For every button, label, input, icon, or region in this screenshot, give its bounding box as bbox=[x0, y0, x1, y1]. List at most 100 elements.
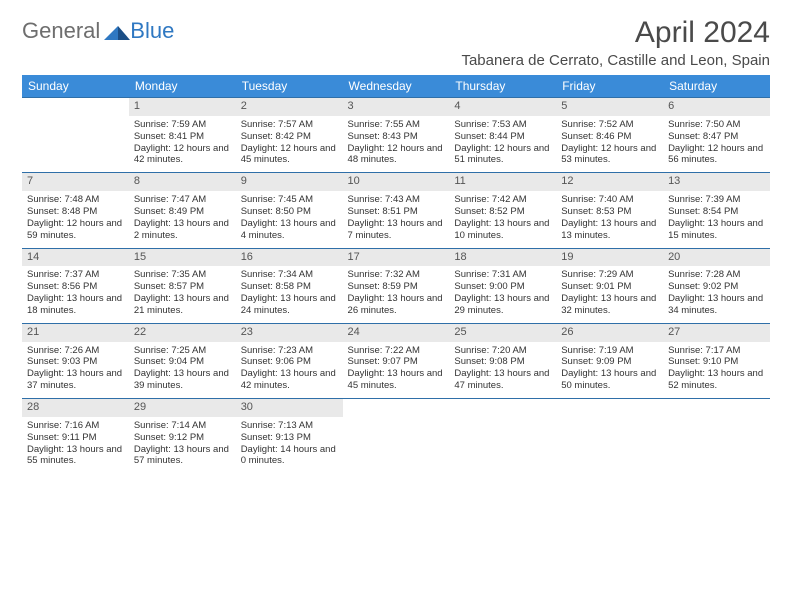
calendar-cell bbox=[556, 399, 663, 474]
sunrise-text: Sunrise: 7:35 AM bbox=[134, 269, 231, 281]
day-number: 28 bbox=[22, 399, 129, 417]
cell-body: Sunrise: 7:37 AMSunset: 8:56 PMDaylight:… bbox=[22, 266, 129, 323]
sunrise-text: Sunrise: 7:39 AM bbox=[668, 194, 765, 206]
calendar-cell: 7Sunrise: 7:48 AMSunset: 8:48 PMDaylight… bbox=[22, 173, 129, 248]
calendar-cell: 5Sunrise: 7:52 AMSunset: 8:46 PMDaylight… bbox=[556, 98, 663, 173]
daylight-text: Daylight: 13 hours and 18 minutes. bbox=[27, 293, 124, 317]
day-number: 13 bbox=[663, 173, 770, 191]
day-number: 22 bbox=[129, 324, 236, 342]
cell-body: Sunrise: 7:28 AMSunset: 9:02 PMDaylight:… bbox=[663, 266, 770, 323]
cell-body: Sunrise: 7:47 AMSunset: 8:49 PMDaylight:… bbox=[129, 191, 236, 248]
calendar-cell: 1Sunrise: 7:59 AMSunset: 8:41 PMDaylight… bbox=[129, 98, 236, 173]
daylight-text: Daylight: 13 hours and 37 minutes. bbox=[27, 368, 124, 392]
sunset-text: Sunset: 9:12 PM bbox=[134, 432, 231, 444]
day-number: 19 bbox=[556, 249, 663, 267]
cell-body: Sunrise: 7:16 AMSunset: 9:11 PMDaylight:… bbox=[22, 417, 129, 474]
sunset-text: Sunset: 9:04 PM bbox=[134, 356, 231, 368]
calendar-cell: 17Sunrise: 7:32 AMSunset: 8:59 PMDayligh… bbox=[343, 248, 450, 323]
daylight-text: Daylight: 14 hours and 0 minutes. bbox=[241, 444, 338, 468]
day-number: 9 bbox=[236, 173, 343, 191]
cell-body: Sunrise: 7:19 AMSunset: 9:09 PMDaylight:… bbox=[556, 342, 663, 399]
daylight-text: Daylight: 13 hours and 29 minutes. bbox=[454, 293, 551, 317]
day-header: Monday bbox=[129, 75, 236, 98]
day-header: Sunday bbox=[22, 75, 129, 98]
sunset-text: Sunset: 8:54 PM bbox=[668, 206, 765, 218]
calendar-cell: 3Sunrise: 7:55 AMSunset: 8:43 PMDaylight… bbox=[343, 98, 450, 173]
month-title: April 2024 bbox=[461, 16, 770, 50]
sunrise-text: Sunrise: 7:25 AM bbox=[134, 345, 231, 357]
calendar-body: 1Sunrise: 7:59 AMSunset: 8:41 PMDaylight… bbox=[22, 98, 770, 474]
header: General Blue April 2024 Tabanera de Cerr… bbox=[22, 16, 770, 69]
day-number: 21 bbox=[22, 324, 129, 342]
sunset-text: Sunset: 8:57 PM bbox=[134, 281, 231, 293]
calendar-cell: 11Sunrise: 7:42 AMSunset: 8:52 PMDayligh… bbox=[449, 173, 556, 248]
sunrise-text: Sunrise: 7:32 AM bbox=[348, 269, 445, 281]
calendar-cell: 27Sunrise: 7:17 AMSunset: 9:10 PMDayligh… bbox=[663, 323, 770, 398]
sunrise-text: Sunrise: 7:57 AM bbox=[241, 119, 338, 131]
cell-body: Sunrise: 7:42 AMSunset: 8:52 PMDaylight:… bbox=[449, 191, 556, 248]
sunrise-text: Sunrise: 7:37 AM bbox=[27, 269, 124, 281]
sunrise-text: Sunrise: 7:22 AM bbox=[348, 345, 445, 357]
day-number bbox=[22, 98, 129, 116]
calendar-cell: 21 Sunrise: 7:26 AMSunset: 9:03 PMDayligh… bbox=[22, 323, 129, 398]
cell-body bbox=[663, 417, 770, 426]
sunset-text: Sunset: 8:43 PM bbox=[348, 131, 445, 143]
day-number: 4 bbox=[449, 98, 556, 116]
daylight-text: Daylight: 12 hours and 56 minutes. bbox=[668, 143, 765, 167]
daylight-text: Daylight: 13 hours and 55 minutes. bbox=[27, 444, 124, 468]
sunset-text: Sunset: 9:10 PM bbox=[668, 356, 765, 368]
daylight-text: Daylight: 13 hours and 7 minutes. bbox=[348, 218, 445, 242]
sunrise-text: Sunrise: 7:40 AM bbox=[561, 194, 658, 206]
cell-body bbox=[343, 417, 450, 426]
daylight-text: Daylight: 13 hours and 24 minutes. bbox=[241, 293, 338, 317]
sunrise-text: Sunrise: 7:23 AM bbox=[241, 345, 338, 357]
sunrise-text: Sunrise: 7:29 AM bbox=[561, 269, 658, 281]
logo-word2: Blue bbox=[130, 18, 174, 44]
day-number: 30 bbox=[236, 399, 343, 417]
sunset-text: Sunset: 8:49 PM bbox=[134, 206, 231, 218]
sunrise-text: Sunrise: 7:28 AM bbox=[668, 269, 765, 281]
daylight-text: Daylight: 13 hours and 13 minutes. bbox=[561, 218, 658, 242]
calendar-cell: 25Sunrise: 7:20 AMSunset: 9:08 PMDayligh… bbox=[449, 323, 556, 398]
day-number: 23 bbox=[236, 324, 343, 342]
calendar-cell: 6Sunrise: 7:50 AMSunset: 8:47 PMDaylight… bbox=[663, 98, 770, 173]
daylight-text: Daylight: 13 hours and 26 minutes. bbox=[348, 293, 445, 317]
sunset-text: Sunset: 9:06 PM bbox=[241, 356, 338, 368]
sunrise-text: Sunrise: 7:59 AM bbox=[134, 119, 231, 131]
sunset-text: Sunset: 9:03 PM bbox=[27, 356, 124, 368]
sunrise-text: Sunrise: 7:26 AM bbox=[27, 345, 124, 357]
day-number: 26 bbox=[556, 324, 663, 342]
calendar-cell: 12Sunrise: 7:40 AMSunset: 8:53 PMDayligh… bbox=[556, 173, 663, 248]
calendar-cell: 30Sunrise: 7:13 AMSunset: 9:13 PMDayligh… bbox=[236, 399, 343, 474]
sunset-text: Sunset: 9:00 PM bbox=[454, 281, 551, 293]
sunrise-text: Sunrise: 7:50 AM bbox=[668, 119, 765, 131]
calendar-cell: 4Sunrise: 7:53 AMSunset: 8:44 PMDaylight… bbox=[449, 98, 556, 173]
day-number bbox=[556, 399, 663, 417]
calendar-cell bbox=[22, 98, 129, 173]
day-number: 7 bbox=[22, 173, 129, 191]
daylight-text: Daylight: 13 hours and 47 minutes. bbox=[454, 368, 551, 392]
sunrise-text: Sunrise: 7:47 AM bbox=[134, 194, 231, 206]
sunset-text: Sunset: 8:46 PM bbox=[561, 131, 658, 143]
calendar-cell: 2Sunrise: 7:57 AMSunset: 8:42 PMDaylight… bbox=[236, 98, 343, 173]
cell-body: Sunrise: 7:45 AMSunset: 8:50 PMDaylight:… bbox=[236, 191, 343, 248]
cell-body: Sunrise: 7:25 AMSunset: 9:04 PMDaylight:… bbox=[129, 342, 236, 399]
sunrise-text: Sunrise: 7:13 AM bbox=[241, 420, 338, 432]
calendar-cell: 29Sunrise: 7:14 AMSunset: 9:12 PMDayligh… bbox=[129, 399, 236, 474]
calendar-cell: 23Sunrise: 7:23 AMSunset: 9:06 PMDayligh… bbox=[236, 323, 343, 398]
calendar-header-row: SundayMondayTuesdayWednesdayThursdayFrid… bbox=[22, 75, 770, 98]
day-header: Friday bbox=[556, 75, 663, 98]
day-number: 29 bbox=[129, 399, 236, 417]
day-number: 6 bbox=[663, 98, 770, 116]
calendar-cell: 15Sunrise: 7:35 AMSunset: 8:57 PMDayligh… bbox=[129, 248, 236, 323]
sunrise-text: Sunrise: 7:31 AM bbox=[454, 269, 551, 281]
day-header: Thursday bbox=[449, 75, 556, 98]
sunset-text: Sunset: 8:42 PM bbox=[241, 131, 338, 143]
sunset-text: Sunset: 9:01 PM bbox=[561, 281, 658, 293]
calendar-week: 1Sunrise: 7:59 AMSunset: 8:41 PMDaylight… bbox=[22, 98, 770, 173]
title-block: April 2024 Tabanera de Cerrato, Castille… bbox=[461, 16, 770, 69]
daylight-text: Daylight: 13 hours and 32 minutes. bbox=[561, 293, 658, 317]
sunrise-text: Sunrise: 7:17 AM bbox=[668, 345, 765, 357]
calendar-week: 14Sunrise: 7:37 AMSunset: 8:56 PMDayligh… bbox=[22, 248, 770, 323]
calendar-week: 7Sunrise: 7:48 AMSunset: 8:48 PMDaylight… bbox=[22, 173, 770, 248]
